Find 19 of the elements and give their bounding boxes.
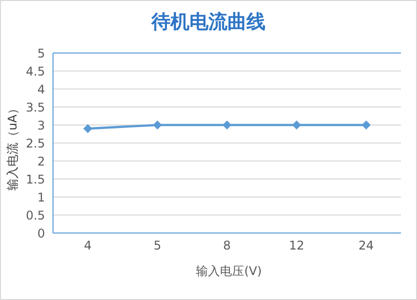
- y-tick-label: 2.5: [26, 136, 45, 150]
- x-tick-label: 12: [288, 238, 304, 253]
- y-tick-label: 3: [37, 118, 45, 132]
- x-tick-label: 4: [84, 238, 92, 253]
- y-tick-label: 0.5: [26, 208, 45, 222]
- y-axis-title: 输入电流（uA）: [4, 102, 20, 190]
- y-tick-label: 4.5: [26, 64, 45, 78]
- x-tick-label: 8: [223, 238, 231, 253]
- y-tick-label: 1.5: [26, 172, 45, 186]
- y-tick-label: 2: [37, 154, 45, 168]
- x-axis-title: 输入电压(V): [195, 263, 263, 280]
- chart-title: 待机电流曲线: [150, 10, 266, 35]
- x-tick-label: 5: [154, 238, 162, 253]
- y-tick-label: 3.5: [26, 100, 45, 114]
- x-tick-label: 24: [358, 238, 374, 253]
- y-tick-label: 0: [37, 226, 45, 240]
- y-tick-label: 1: [37, 190, 45, 204]
- y-tick-label: 5: [37, 46, 45, 60]
- y-tick-label: 4: [37, 82, 45, 96]
